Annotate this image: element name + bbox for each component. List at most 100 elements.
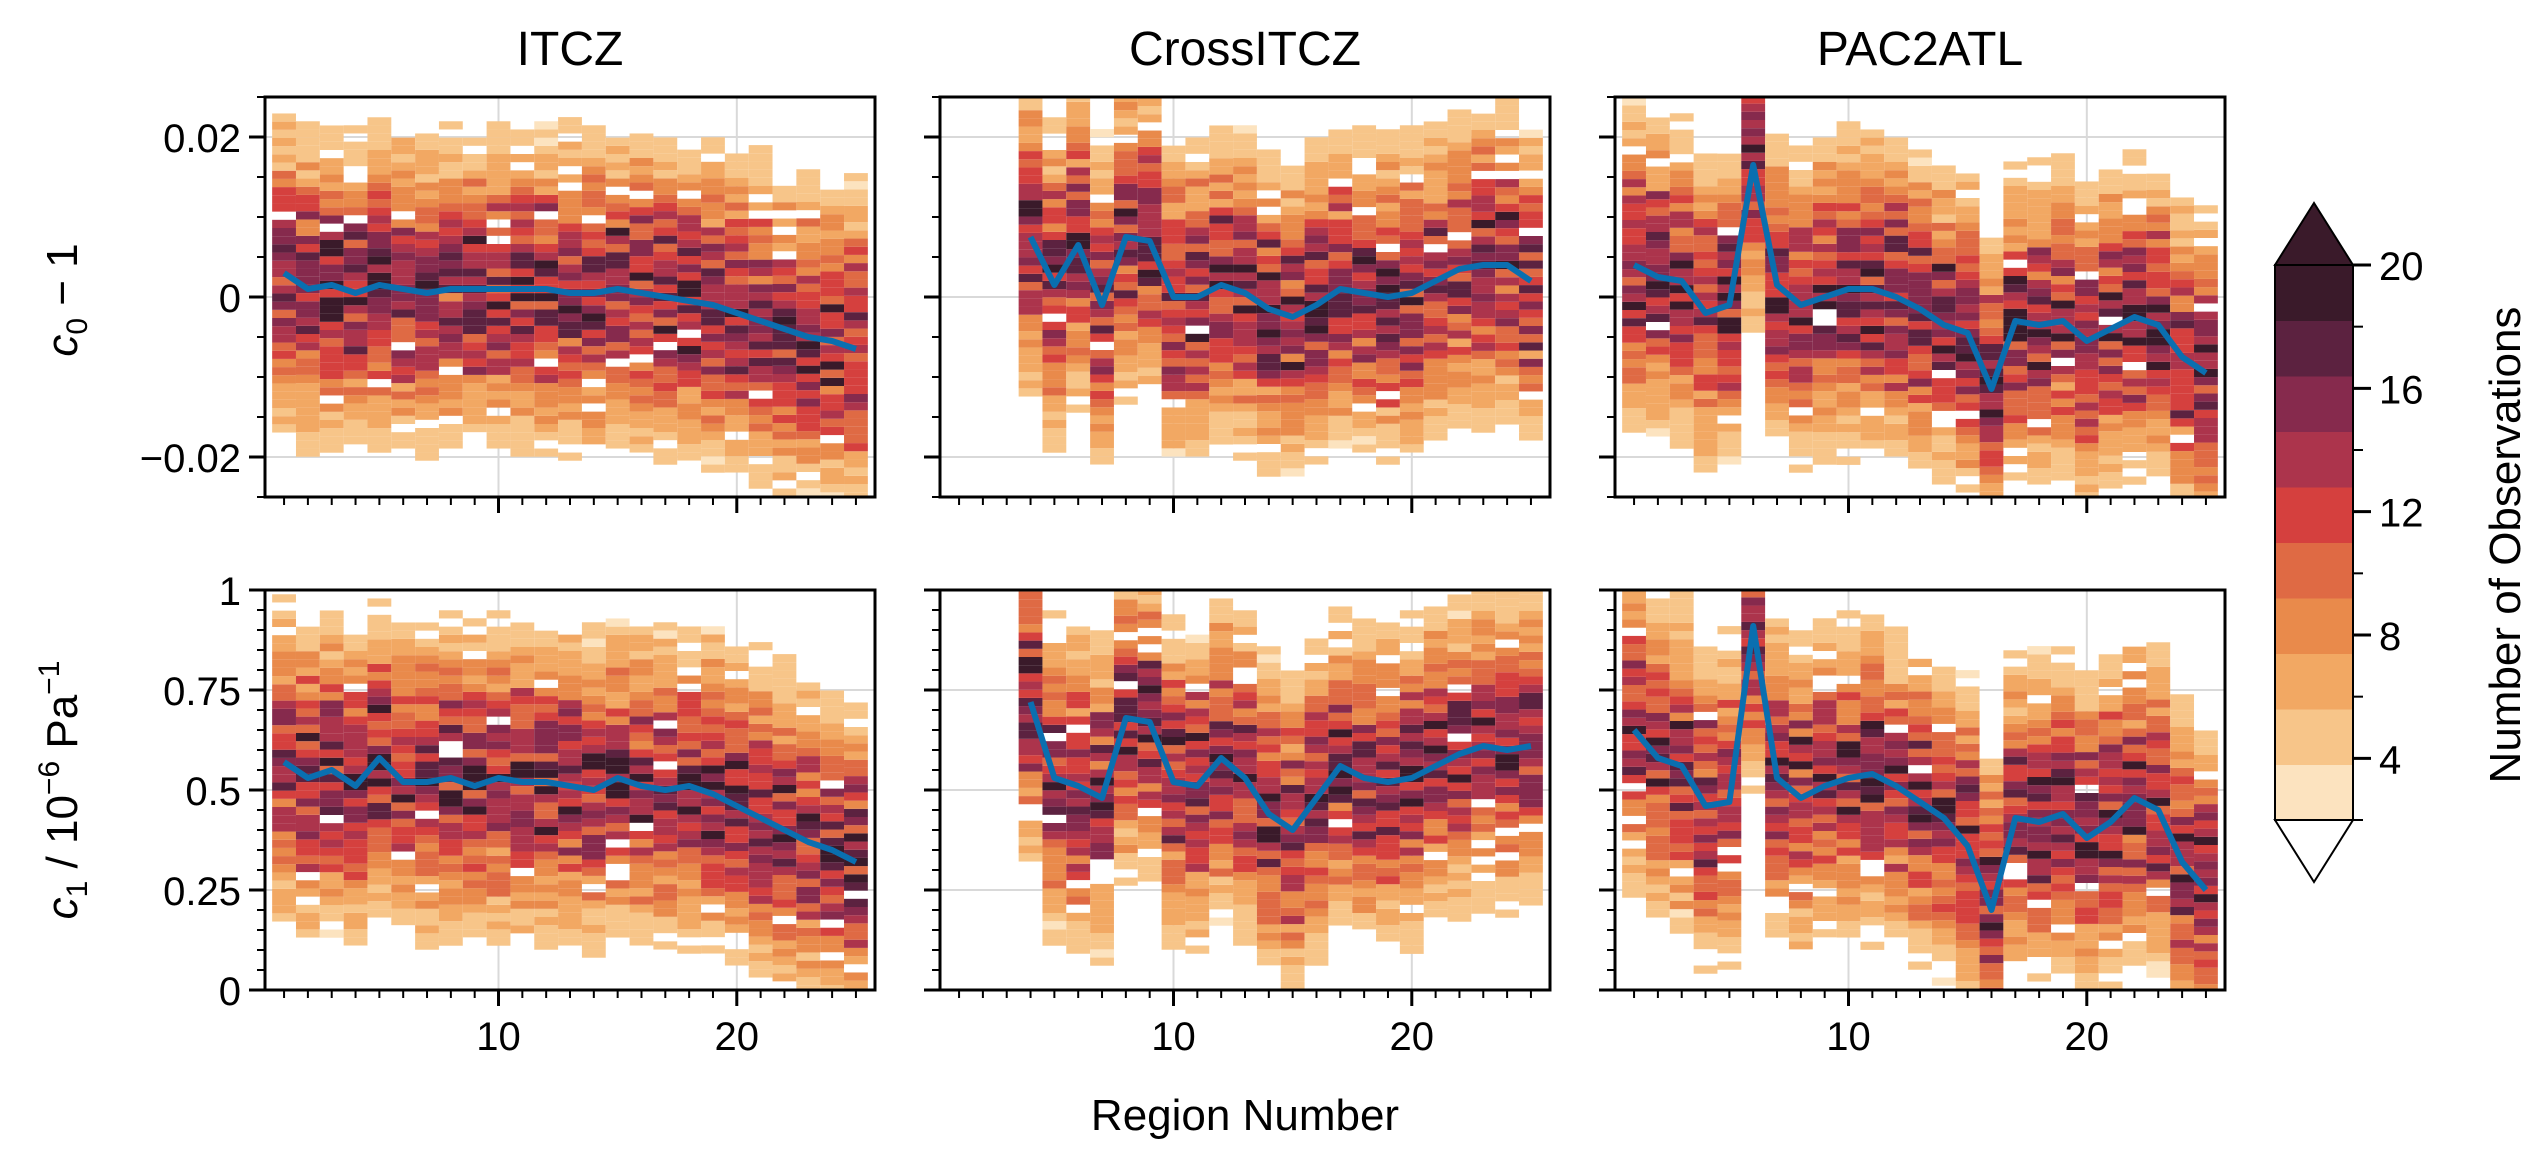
heatmap-cell xyxy=(724,711,749,721)
heatmap-cell xyxy=(2146,263,2171,272)
heatmap-cell xyxy=(844,997,868,1005)
heatmap-cell xyxy=(1042,741,1067,750)
heatmap-cell xyxy=(510,374,535,384)
heatmap-cell xyxy=(1209,174,1234,183)
heatmap-cell xyxy=(1622,619,1646,628)
heatmap-cell xyxy=(1447,758,1472,767)
heatmap-cell xyxy=(1256,329,1281,338)
heatmap-cell xyxy=(1113,282,1138,291)
heatmap-cell xyxy=(1908,460,1932,469)
heatmap-cell xyxy=(844,320,868,329)
ytick-label: −0.02 xyxy=(140,437,241,481)
heatmap-cell xyxy=(1765,305,1789,314)
heatmap-cell xyxy=(1741,120,1766,129)
heatmap-cell xyxy=(677,231,702,240)
heatmap-cell xyxy=(343,790,368,799)
heatmap-cell xyxy=(1304,423,1329,432)
heatmap-cell xyxy=(343,700,368,709)
heatmap-cell xyxy=(510,293,535,302)
heatmap-cell xyxy=(581,158,606,167)
heatmap-cell xyxy=(701,896,725,905)
heatmap-cell xyxy=(438,309,463,318)
heatmap-cell xyxy=(2051,243,2075,252)
heatmap-cell xyxy=(1669,366,1694,376)
heatmap-cell xyxy=(1908,419,1932,428)
heatmap-cell xyxy=(462,252,487,261)
heatmap-cell xyxy=(295,407,320,416)
heatmap-cell xyxy=(510,358,535,367)
heatmap-cell xyxy=(2003,251,2028,260)
heatmap-cell xyxy=(1693,752,1718,761)
heatmap-cell xyxy=(1328,614,1353,623)
heatmap-cell xyxy=(1884,178,1909,187)
heatmap-cell xyxy=(724,341,749,350)
heatmap-cell xyxy=(1423,753,1448,762)
heatmap-cell xyxy=(2051,218,2075,227)
heatmap-cell xyxy=(2170,303,2195,312)
heatmap-cell xyxy=(319,158,344,167)
heatmap-cell xyxy=(367,313,392,322)
heatmap-cell xyxy=(534,383,559,392)
heatmap-cell xyxy=(1645,412,1670,421)
heatmap-cell xyxy=(558,806,582,815)
heatmap-cell xyxy=(2098,374,2123,383)
heatmap-cell xyxy=(605,301,630,310)
heatmap-cell xyxy=(1741,687,1766,696)
heatmap-cell xyxy=(415,182,439,191)
heatmap-cell xyxy=(1256,760,1281,769)
heatmap-cell xyxy=(1447,725,1472,734)
heatmap-cell xyxy=(1495,795,1520,804)
heatmap-cell xyxy=(438,896,463,905)
heatmap-cell xyxy=(343,806,368,815)
heatmap-cell xyxy=(558,847,582,856)
heatmap-cell xyxy=(1471,660,1496,669)
heatmap-cell xyxy=(820,927,845,936)
heatmap-cell xyxy=(1280,793,1305,802)
heatmap-cell xyxy=(1471,113,1496,122)
heatmap-cell xyxy=(796,715,821,724)
heatmap-cell xyxy=(724,785,749,794)
heatmap-cell xyxy=(772,472,797,481)
heatmap-cell xyxy=(1955,206,1980,215)
heatmap-cell xyxy=(2027,312,2052,321)
heatmap-cell xyxy=(1328,276,1353,285)
heatmap-cell xyxy=(1471,643,1496,652)
heatmap-cell xyxy=(1423,317,1448,326)
heatmap-cell xyxy=(319,864,344,873)
heatmap-cell xyxy=(581,387,606,396)
heatmap-cell xyxy=(1908,214,1932,224)
heatmap-cell xyxy=(1209,901,1234,910)
heatmap-cell xyxy=(486,798,511,807)
heatmap-cell xyxy=(415,411,439,420)
heatmap-cell xyxy=(1519,301,1543,310)
heatmap-cell xyxy=(1090,251,1114,260)
heatmap-cell xyxy=(748,406,773,416)
heatmap-cell xyxy=(1018,673,1043,682)
heatmap-cell xyxy=(605,831,630,840)
heatmap-cell xyxy=(1328,680,1353,689)
heatmap-cell xyxy=(510,391,535,400)
heatmap-cell xyxy=(772,447,797,456)
heatmap-cell xyxy=(1645,281,1670,290)
heatmap-cell xyxy=(1209,330,1234,339)
heatmap-cell xyxy=(629,765,654,774)
heatmap-cell xyxy=(2170,344,2195,353)
heatmap-cell xyxy=(1645,297,1670,306)
heatmap-cell xyxy=(701,415,725,424)
heatmap-cell xyxy=(1717,276,1742,285)
heatmap-cell xyxy=(1209,655,1234,664)
heatmap-cell xyxy=(2098,194,2123,203)
heatmap-cell xyxy=(1447,815,1472,824)
heatmap-cell xyxy=(510,170,535,179)
heatmap-cell xyxy=(1113,208,1138,217)
heatmap-cell xyxy=(415,166,439,175)
heatmap-cell xyxy=(1352,888,1377,897)
heatmap-cell xyxy=(1741,581,1765,589)
heatmap-cell xyxy=(1113,249,1138,258)
heatmap-cell xyxy=(796,968,821,977)
heatmap-cell xyxy=(1447,395,1472,404)
heatmap-cell xyxy=(1090,916,1114,925)
heatmap-cell xyxy=(1447,289,1472,298)
heatmap-cell xyxy=(1836,325,1861,334)
heatmap-cell xyxy=(1304,843,1329,852)
